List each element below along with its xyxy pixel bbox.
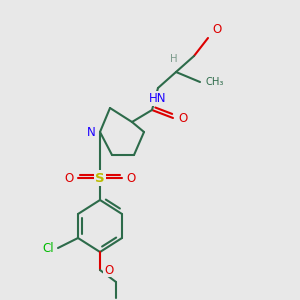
Text: CH₃: CH₃ <box>206 77 224 87</box>
Text: O: O <box>178 112 187 124</box>
Text: O: O <box>65 172 74 184</box>
Text: HN: HN <box>149 92 167 105</box>
Text: N: N <box>87 125 96 139</box>
Text: H: H <box>170 54 178 64</box>
Text: O: O <box>212 23 221 36</box>
Text: Cl: Cl <box>42 242 54 254</box>
Text: S: S <box>95 172 105 184</box>
Text: O: O <box>126 172 135 184</box>
Text: O: O <box>104 263 113 277</box>
